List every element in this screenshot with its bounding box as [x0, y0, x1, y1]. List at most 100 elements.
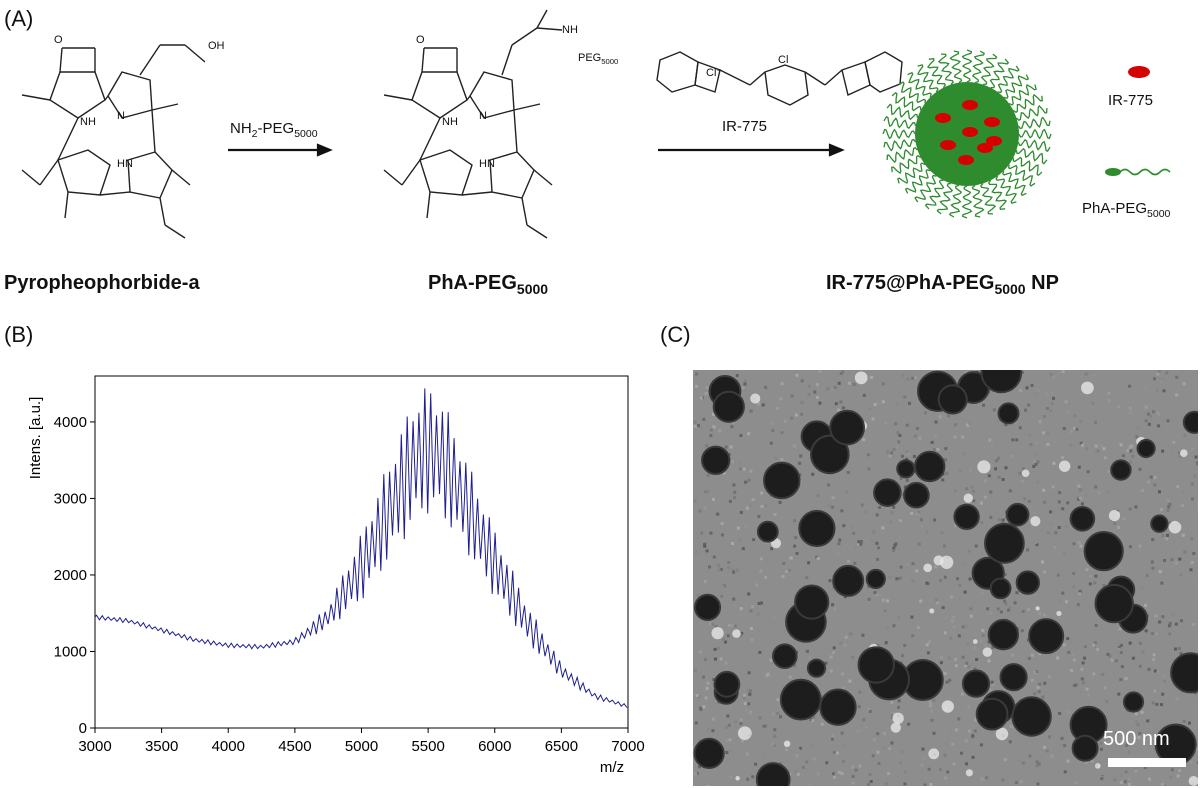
tem-grain	[1078, 625, 1082, 629]
tem-grain	[1117, 692, 1121, 696]
tem-grain	[980, 521, 984, 525]
tem-grain	[1041, 560, 1044, 564]
tem-grain	[960, 692, 964, 696]
tem-grain	[903, 643, 907, 647]
tem-grain	[852, 531, 856, 535]
tem-grain	[757, 515, 761, 518]
tem-grain	[799, 454, 803, 458]
tem-grain	[946, 770, 950, 774]
tem-grain	[995, 459, 999, 463]
tem-grain	[969, 469, 973, 473]
tem-grain	[1082, 438, 1086, 441]
tem-grain	[747, 432, 751, 436]
tem-grain	[862, 718, 866, 722]
tem-grain	[705, 549, 709, 553]
tem-grain	[1034, 541, 1038, 544]
tem-grain	[867, 597, 871, 601]
tem-grain	[1119, 443, 1123, 447]
tem-grain	[745, 707, 748, 711]
tem-grain	[744, 441, 748, 445]
tem-grain	[1052, 461, 1056, 465]
tem-grain	[892, 505, 896, 509]
tem-grain	[1149, 475, 1153, 479]
tem-grain	[712, 425, 716, 429]
tem-grain	[813, 390, 817, 394]
tem-nanoparticle	[1136, 438, 1156, 459]
tem-grain	[733, 490, 737, 494]
tem-grain	[992, 408, 996, 412]
tem-grain	[774, 456, 778, 460]
tem-grain	[731, 421, 735, 424]
tem-grain	[859, 540, 863, 543]
tem-grain	[980, 501, 983, 505]
tem-grain	[851, 775, 855, 778]
tem-grain	[910, 512, 914, 515]
tem-grain	[899, 565, 903, 569]
tem-grain	[1051, 485, 1055, 489]
tem-grain	[951, 742, 955, 746]
tem-grain	[943, 458, 947, 462]
tem-grain	[1026, 548, 1030, 552]
tem-grain	[756, 612, 760, 616]
tem-nanoparticle	[1028, 618, 1065, 655]
x-tick-label: 3500	[145, 738, 178, 755]
tem-grain	[703, 541, 707, 545]
tem-grain	[903, 395, 907, 399]
tem-grain	[721, 585, 725, 589]
tem-bright-speck	[735, 776, 740, 781]
tem-grain	[1061, 591, 1065, 595]
tem-grain	[842, 524, 846, 528]
tem-grain	[860, 503, 864, 507]
compound-2-name: PhA-PEG5000	[428, 272, 549, 297]
tem-grain	[1078, 496, 1082, 500]
tem-grain	[764, 575, 768, 579]
tem-grain	[940, 656, 944, 659]
tem-grain	[942, 544, 946, 548]
tem-nanoparticle	[832, 564, 865, 597]
tem-grain	[1042, 415, 1046, 418]
tem-grain	[696, 594, 700, 597]
peg-chain	[907, 71, 932, 98]
tem-grain	[796, 748, 800, 752]
tem-bright-speck	[1188, 775, 1198, 786]
tem-grain	[1106, 490, 1110, 494]
tem-grain	[870, 539, 874, 543]
tem-grain	[1114, 659, 1118, 663]
peg-chain	[924, 179, 945, 210]
tem-grain	[1049, 510, 1053, 514]
tem-grain	[871, 417, 875, 421]
x-tick-label: 5000	[345, 738, 378, 755]
tem-grain	[1105, 700, 1109, 704]
tem-grain	[964, 371, 968, 375]
tem-grain	[1069, 429, 1073, 433]
tem-grain	[717, 563, 721, 567]
tem-grain	[987, 474, 991, 478]
tem-grain	[862, 438, 866, 442]
tem-grain	[1138, 641, 1142, 645]
tem-grain	[1052, 592, 1056, 596]
tem-grain	[965, 762, 968, 766]
tem-grain	[1093, 641, 1097, 645]
tem-grain	[836, 551, 840, 555]
tem-bright-speck	[892, 712, 904, 725]
tem-grain	[1151, 701, 1155, 705]
tem-grain	[1107, 399, 1111, 403]
tem-grain	[1084, 372, 1088, 376]
tem-grain	[1175, 697, 1179, 701]
tem-grain	[1042, 431, 1046, 435]
tem-grain	[699, 396, 703, 400]
tem-grain	[702, 417, 706, 421]
peg-chain	[886, 147, 918, 164]
tem-grain	[754, 762, 758, 766]
tem-grain	[944, 776, 948, 780]
tem-grain	[932, 699, 936, 702]
peg-chain	[1002, 170, 1027, 197]
peg-chain	[898, 81, 927, 104]
tem-grain	[805, 760, 809, 764]
tem-grain	[954, 657, 958, 661]
tem-grain	[1195, 747, 1198, 751]
tem-grain	[746, 777, 750, 781]
tem-grain	[1168, 502, 1172, 506]
tem-grain	[844, 635, 848, 639]
tem-grain	[711, 729, 715, 733]
